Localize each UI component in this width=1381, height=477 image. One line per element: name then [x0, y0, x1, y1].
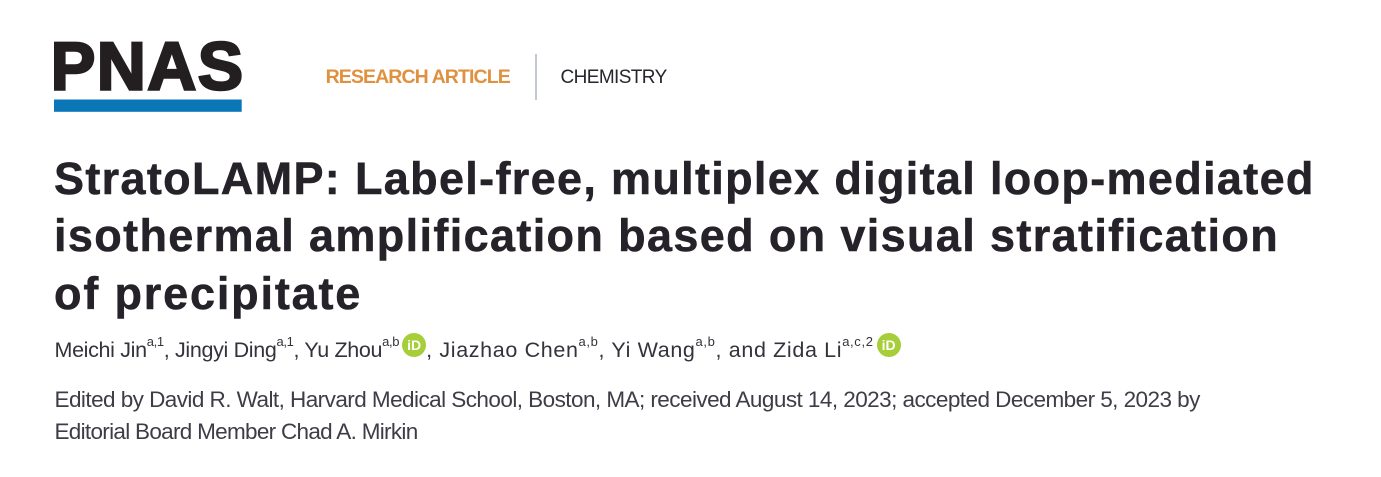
svg-text:PNAS: PNAS: [54, 38, 245, 105]
